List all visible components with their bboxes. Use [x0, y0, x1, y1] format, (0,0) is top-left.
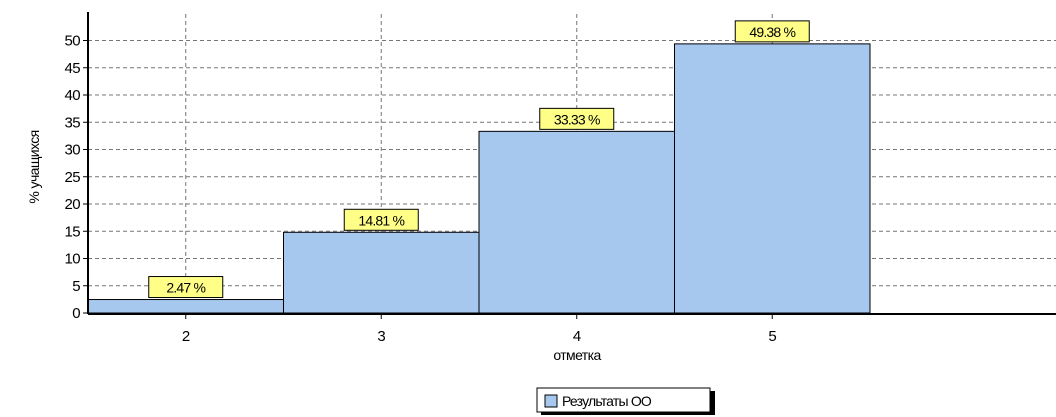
bar — [479, 131, 675, 313]
x-axis-title: отметка — [553, 347, 601, 363]
x-tick-label: 3 — [377, 328, 385, 345]
legend-label: Результаты ОО — [562, 393, 652, 409]
y-tick-label: 20 — [65, 196, 81, 213]
bar — [88, 300, 284, 313]
y-tick-label: 5 — [72, 278, 80, 295]
y-tick-label: 10 — [65, 251, 81, 268]
y-tick-label: 50 — [65, 33, 81, 50]
y-tick-label: 35 — [65, 114, 81, 131]
legend-swatch — [545, 395, 557, 407]
y-tick-label: 45 — [65, 60, 81, 77]
data-label: 2.47 % — [166, 280, 205, 296]
bars — [88, 44, 870, 313]
y-tick-label: 25 — [65, 169, 81, 186]
data-label: 33.33 % — [554, 111, 600, 127]
x-tick-label: 2 — [182, 328, 190, 345]
x-tick-label: 4 — [573, 328, 581, 345]
bar — [675, 44, 871, 313]
y-tick-label: 0 — [72, 305, 80, 322]
y-tick-label: 15 — [65, 223, 81, 240]
x-tick-label: 5 — [768, 328, 776, 345]
y-tick-label: 40 — [65, 87, 81, 104]
bar — [284, 232, 480, 313]
data-label: 49.38 % — [749, 24, 795, 40]
y-tick-label: 30 — [65, 142, 81, 159]
data-label: 14.81 % — [358, 212, 404, 228]
y-axis-title: % учащихся — [26, 130, 42, 203]
legend: Результаты ОО — [537, 388, 715, 415]
